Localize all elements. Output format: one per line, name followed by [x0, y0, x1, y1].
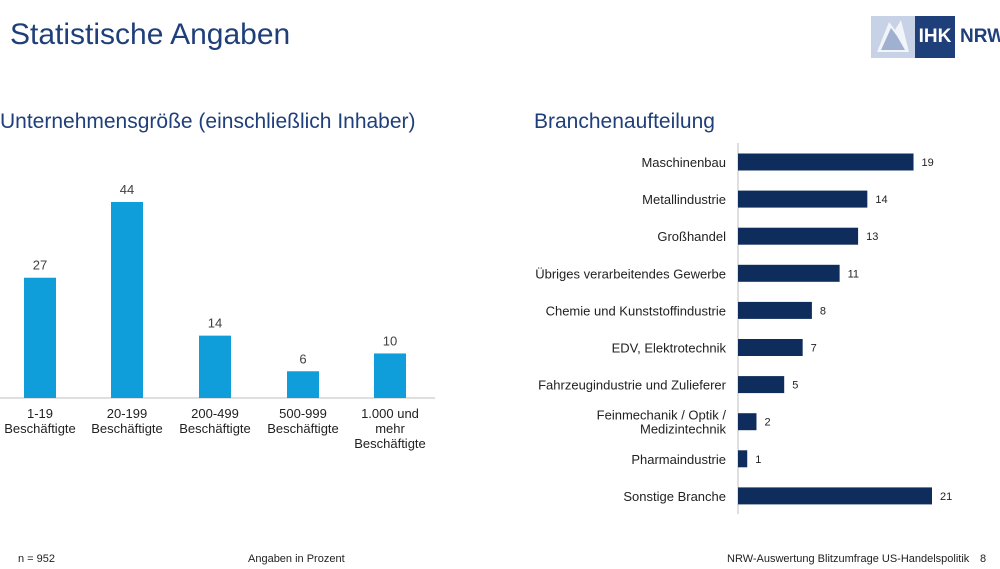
category-label: Maschinenbau [641, 155, 726, 170]
category-label: Beschäftigte [267, 421, 339, 436]
bar [738, 487, 932, 505]
data-label: 27 [33, 258, 47, 273]
bar [738, 227, 859, 245]
category-label: Sonstige Branche [623, 489, 726, 504]
category-label: Chemie und Kunststoffindustrie [546, 303, 726, 318]
data-label: 8 [820, 305, 826, 317]
company-size-bar-chart: 271-19Beschäftigte4420-199Beschäftigte14… [0, 182, 435, 451]
data-label: 2 [764, 417, 770, 429]
category-label: 1.000 und [361, 406, 419, 421]
bar [738, 301, 812, 319]
data-label: 11 [848, 268, 859, 280]
data-label: 1 [755, 454, 761, 466]
data-label: 6 [299, 351, 306, 366]
data-label: 21 [940, 491, 952, 503]
category-label: Übriges verarbeitendes Gewerbe [535, 266, 726, 281]
category-label: Beschäftigte [4, 421, 76, 436]
bar [738, 264, 840, 282]
bar [374, 353, 406, 398]
data-label: 13 [866, 231, 878, 243]
logo-nrw-text: NRW [960, 26, 1000, 47]
bar [199, 335, 231, 398]
category-label: mehr [375, 421, 405, 436]
data-label: 14 [208, 316, 222, 331]
data-label: 5 [792, 380, 798, 392]
category-label: 200-499 [191, 406, 239, 421]
category-label: 500-999 [279, 406, 327, 421]
bar [738, 413, 757, 431]
company-size-chart-title: Unternehmensgröße (einschließlich Inhabe… [0, 110, 416, 133]
bar [738, 153, 914, 171]
category-label: Pharmaindustrie [631, 452, 726, 467]
bar [111, 202, 143, 398]
unit-note: Angaben in Prozent [248, 553, 345, 565]
industry-chart-title: Branchenaufteilung [534, 110, 715, 133]
logo-ihk-text: IHK [915, 16, 955, 58]
category-label: Großhandel [657, 229, 726, 244]
bar [738, 450, 748, 468]
sample-size-note: n = 952 [18, 553, 56, 565]
data-label: 10 [383, 333, 397, 348]
category-label: 20-199 [107, 406, 147, 421]
category-label: Metallindustrie [642, 192, 726, 207]
data-label: 7 [811, 343, 817, 355]
category-label: 1-19 [27, 406, 53, 421]
source-note: NRW-Auswertung Blitzumfrage US-Handelspo… [727, 553, 970, 565]
category-label: Beschäftigte [91, 421, 163, 436]
ihk-nrw-logo: IHK NRW [871, 16, 1000, 58]
page-number: 8 [980, 553, 987, 565]
category-label: Beschäftigte [179, 421, 251, 436]
bar [738, 190, 868, 208]
data-label: 19 [922, 157, 934, 169]
data-label: 44 [120, 182, 134, 197]
industry-bar-chart: 19 Maschinenbau 14 Metallindustrie 13 Großhan… [535, 143, 952, 514]
bar [738, 376, 785, 394]
bar [24, 277, 56, 398]
page-title: Statistische Angaben [10, 18, 291, 51]
category-label: Feinmechanik / Optik / [597, 408, 727, 423]
category-label: EDV, Elektrotechnik [612, 341, 727, 356]
category-label: Beschäftigte [354, 436, 426, 451]
category-label: Medizintechnik [640, 422, 726, 437]
bar [287, 371, 319, 398]
eagle-logo-icon [871, 16, 915, 58]
category-label: Fahrzeugindustrie und Zulieferer [538, 378, 727, 393]
bar [738, 339, 803, 356]
data-label: 14 [875, 194, 887, 206]
